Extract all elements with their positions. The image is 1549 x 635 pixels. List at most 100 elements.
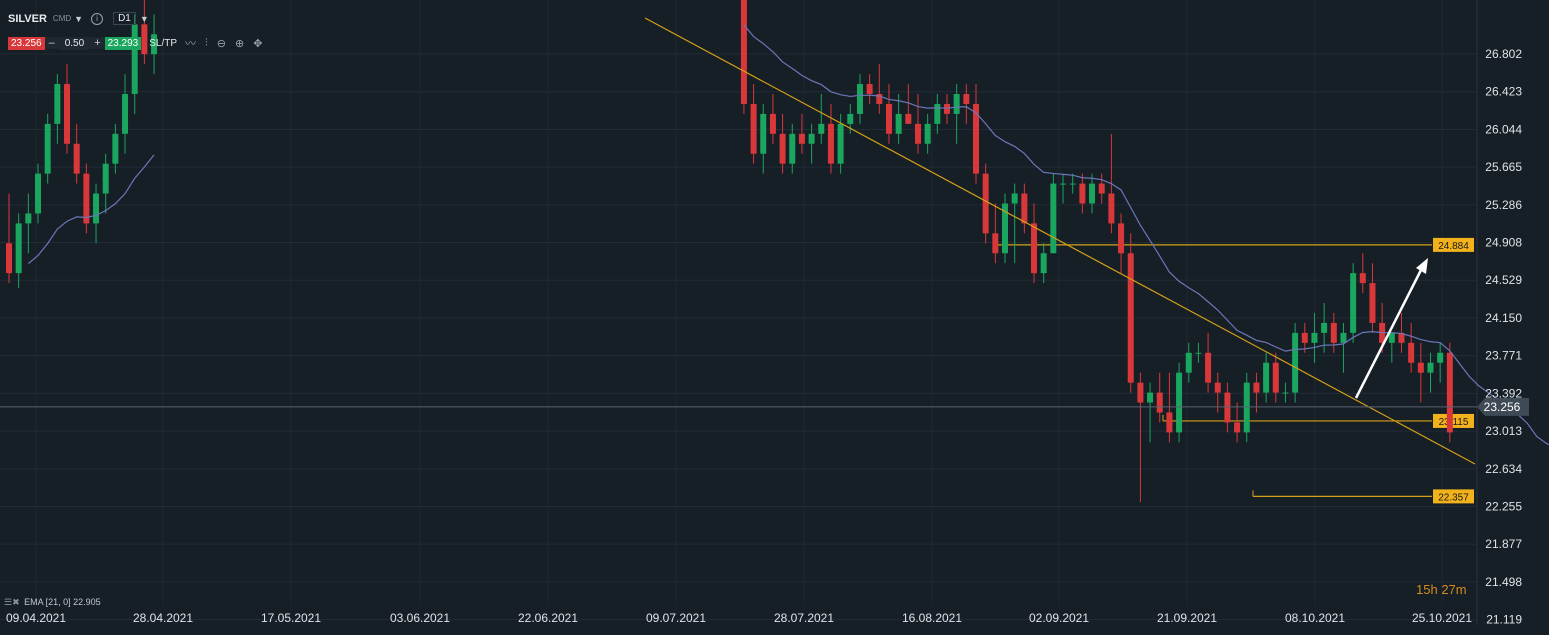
bull-candle [789,133,796,164]
bear-candle [1398,332,1405,343]
candlestick-series [6,0,1453,503]
chart-grid [0,0,1478,625]
price-tick-label: 22.255 [1485,500,1522,514]
price-tick-label: 21.119 [1486,613,1522,627]
bull-candle [1069,183,1076,185]
up-arrow-head [1416,258,1428,274]
price-tick-label: 25.286 [1485,198,1522,212]
bear-candle [1156,392,1163,413]
bear-candle [83,173,90,224]
indicator-legend[interactable]: ☰✖ EMA [21, 0] 22.905 [4,597,101,608]
sell-price-button[interactable]: 23.256 [8,36,45,50]
date-tick-label: 08.10.2021 [1285,611,1345,625]
bull-candle [112,133,119,164]
price-axis: 26.802 26.423 26.044 25.665 25.286 24.908 24.5… [1485,47,1522,627]
bear-candle [1408,342,1415,363]
bull-candle [1147,392,1154,403]
quantity-increase-button[interactable]: + [90,37,105,49]
date-tick-label: 02.09.2021 [1029,611,1089,625]
bear-candle [885,103,892,134]
price-tick-label: 23.392 [1485,386,1522,400]
bull-candle [1195,352,1202,354]
time-axis: 09.04.2021 28.04.2021 17.05.2021 03.06.2021… [6,611,1472,625]
symbol-label[interactable]: SILVER [8,12,47,25]
date-tick-label: 03.06.2021 [390,611,450,625]
move-icon[interactable]: ✥ [253,37,263,50]
price-tick-label: 26.423 [1485,85,1522,99]
bear-candle [740,0,747,104]
bear-candle [1446,352,1453,433]
bull-candle [1089,183,1096,204]
price-tick-label: 21.498 [1485,575,1522,589]
price-tick-label: 21.877 [1485,537,1522,551]
symbol-dropdown-icon[interactable]: ▼ [74,13,84,24]
bear-candle [827,123,834,164]
bear-candle [769,113,776,134]
price-tick-label: 23.771 [1485,349,1522,363]
ema-line [27,154,155,265]
bull-candle [35,173,42,214]
buy-price-button[interactable]: 23.293 [104,36,142,50]
bull-candle [44,123,51,174]
horizontal-levels: 24.884 23.115 22.357 [996,237,1474,504]
zoom-in-icon[interactable]: ⊕ [234,37,245,50]
bull-candle [1388,332,1395,343]
bull-candle [934,103,941,124]
bear-candle [1127,253,1134,383]
date-tick-label: 09.04.2021 [6,611,66,625]
info-icon[interactable]: i [91,12,104,25]
bear-candle [1166,412,1173,433]
bull-candle [1311,332,1318,343]
bear-candle [6,243,12,274]
level-tag-label: 24.884 [1438,241,1469,252]
price-tick-label: 22.634 [1485,462,1522,476]
bull-candle [837,123,844,164]
price-tick-label: 24.150 [1485,311,1522,325]
current-price-label: 23.256 [1484,400,1521,414]
bear-candle [1234,422,1241,433]
asset-class-label: CMD [52,14,72,23]
bull-candle [895,113,902,134]
bear-candle [866,84,873,95]
countdown-hours-unit: h [1430,582,1438,597]
bull-candle [1176,372,1183,433]
bear-candle [1098,183,1105,194]
countdown-hours: 15 [1416,582,1431,597]
price-tick-label: 25.665 [1485,160,1522,174]
bear-candle [1359,273,1366,284]
indicators-icon[interactable]: ⫶ [205,36,208,49]
bear-candle [982,173,989,234]
bull-candle [760,113,767,154]
bear-candle [1031,223,1038,274]
current-price-tag [1477,397,1529,416]
bear-candle [779,133,786,164]
line-chart-icon[interactable]: 〰 [185,38,197,50]
bear-candle [992,233,999,254]
chart-overlays: 23.256 [0,17,1549,465]
bear-candle [1214,382,1221,393]
bull-candle [54,84,61,124]
timeframe-dropdown-icon[interactable]: ▼ [139,13,149,24]
price-tick-label: 26.802 [1485,47,1522,61]
bull-candle [924,123,931,144]
bull-candle [1350,273,1357,333]
level-tag-label: 22.357 [1438,492,1469,503]
bull-candle [1040,253,1047,274]
quantity-field[interactable]: 0.50 [58,36,91,50]
bull-candle [856,84,863,114]
timeframe-select[interactable]: D1 [113,12,136,25]
quantity-decrease-button[interactable]: – [44,37,59,49]
bear-candle [1301,332,1308,343]
sltp-button[interactable]: SL/TP [149,37,178,49]
candle-countdown: 15h 27m [1416,582,1467,597]
zoom-out-icon[interactable]: ⊖ [216,37,226,50]
bull-candle [1427,362,1434,373]
bull-candle [1321,322,1328,333]
date-tick-label: 17.05.2021 [261,611,321,625]
up-arrow-shaft [1354,269,1423,399]
indicator-settings-icon[interactable]: ☰✖ [4,597,20,607]
bull-candle [1292,332,1299,393]
bull-candle [151,34,158,55]
bear-candle [973,103,979,174]
